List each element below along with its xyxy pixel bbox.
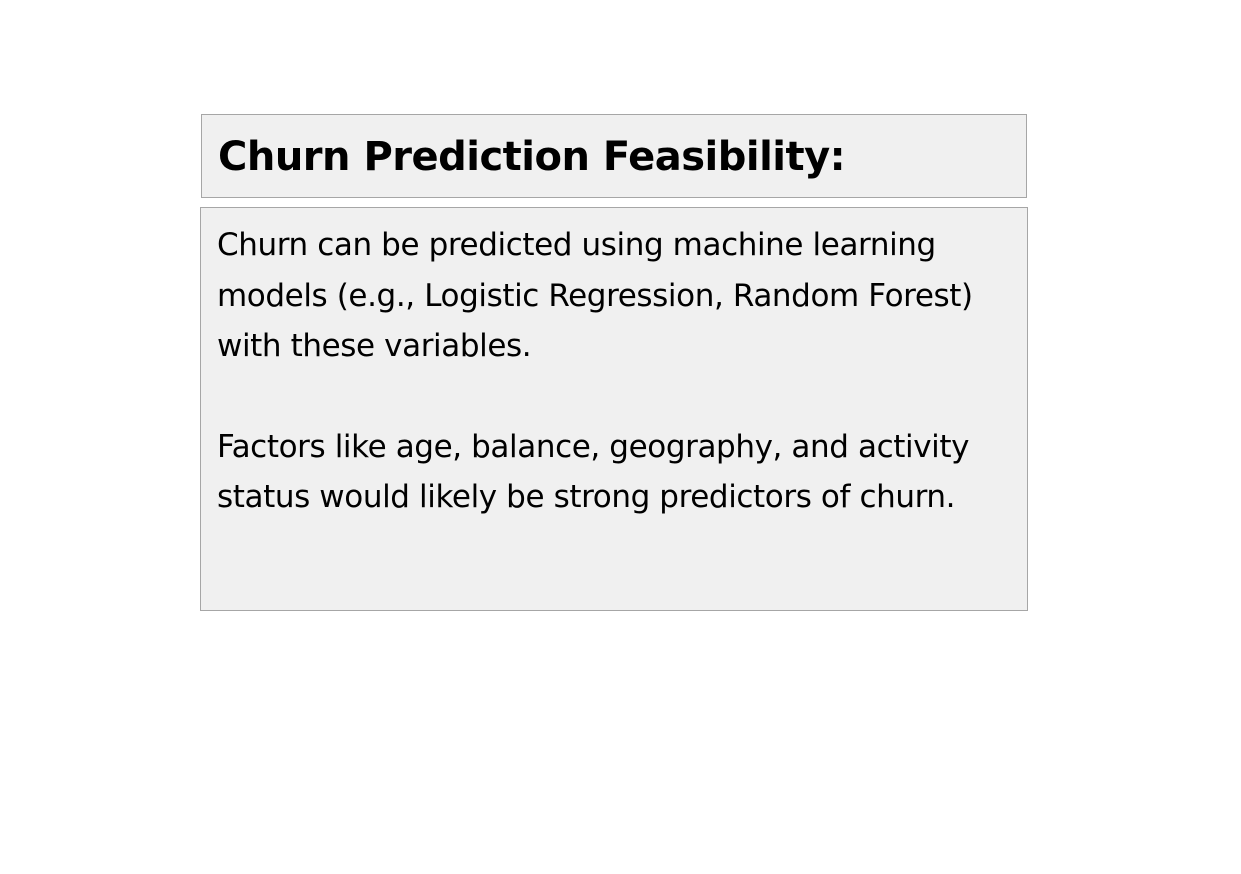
title-box: Churn Prediction Feasibility: xyxy=(201,114,1027,198)
content-body: Churn can be predicted using machine lea… xyxy=(217,220,1017,523)
paragraph-ml-models: Churn can be predicted using machine lea… xyxy=(217,227,973,364)
page-title: Churn Prediction Feasibility: xyxy=(218,134,846,180)
content-box: Churn can be predicted using machine lea… xyxy=(200,207,1028,611)
paragraph-predictors: Factors like age, balance, geography, an… xyxy=(217,428,970,516)
